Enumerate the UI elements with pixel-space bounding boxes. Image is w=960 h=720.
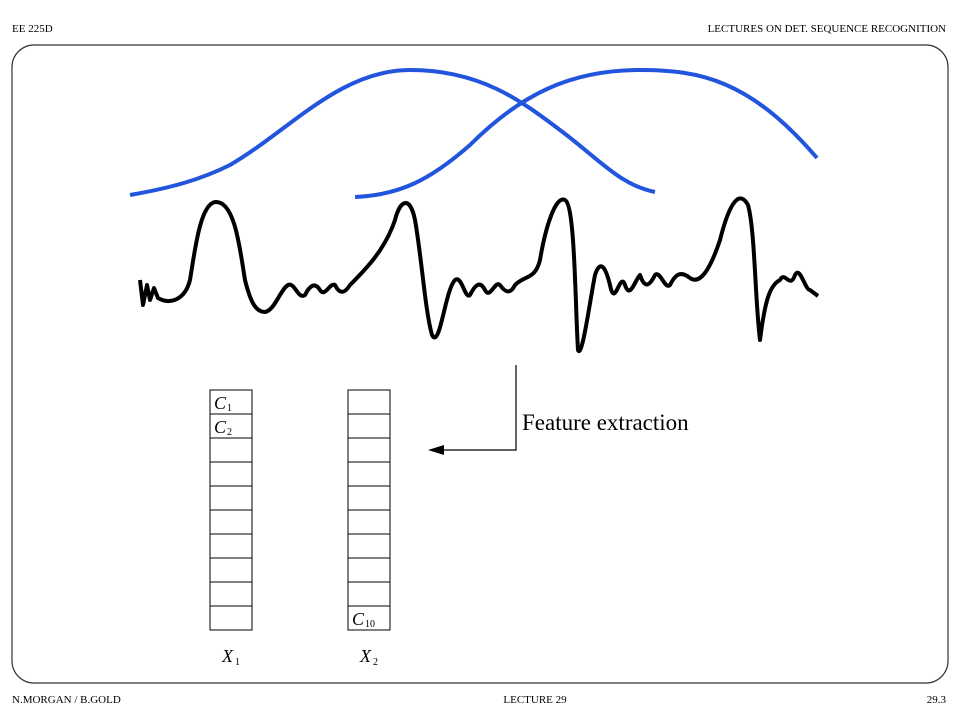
vector-cell	[209, 605, 253, 631]
slide-frame	[11, 44, 949, 684]
vector-cell	[347, 533, 391, 559]
cell-label: C	[214, 393, 227, 413]
vector-cell	[209, 485, 253, 511]
vector-cell	[347, 605, 391, 631]
arrow-head	[428, 445, 444, 455]
cell-subscript: 10	[365, 619, 375, 630]
vector-subscript: 1	[235, 657, 240, 668]
speech-waveform	[138, 196, 820, 354]
cell-subscript: 1	[227, 403, 232, 414]
cell-label: C	[214, 417, 227, 437]
vector-cell	[209, 461, 253, 487]
vector-cell	[209, 509, 253, 535]
vector-cell	[347, 509, 391, 535]
vector-cell	[347, 581, 391, 607]
vector-cell	[347, 413, 391, 439]
vector-subscript: 2	[373, 657, 378, 668]
vector-cell	[209, 437, 253, 463]
window-1	[129, 67, 656, 197]
arrow	[440, 365, 517, 451]
vector-cell	[209, 557, 253, 583]
vector-cell	[209, 533, 253, 559]
footer-left: N.MORGAN / B.GOLD	[12, 694, 121, 706]
vector-cell	[347, 485, 391, 511]
vector-label: X	[221, 646, 234, 666]
annotation: Feature extraction	[522, 410, 689, 435]
header-right: LECTURES ON DET. SEQUENCE RECOGNITION	[708, 23, 946, 35]
vector-cell	[347, 461, 391, 487]
footer-right: 29.3	[927, 694, 947, 706]
vector-cell	[347, 437, 391, 463]
vector-cell	[347, 389, 391, 415]
window-2	[354, 67, 819, 199]
vector-cell	[347, 557, 391, 583]
footer-center: LECTURE 29	[503, 694, 567, 706]
header-left: EE 225D	[12, 23, 53, 35]
vector-cell	[209, 581, 253, 607]
vector-label: X	[359, 646, 372, 666]
cell-subscript: 2	[227, 427, 232, 438]
cell-label: C	[352, 609, 365, 629]
